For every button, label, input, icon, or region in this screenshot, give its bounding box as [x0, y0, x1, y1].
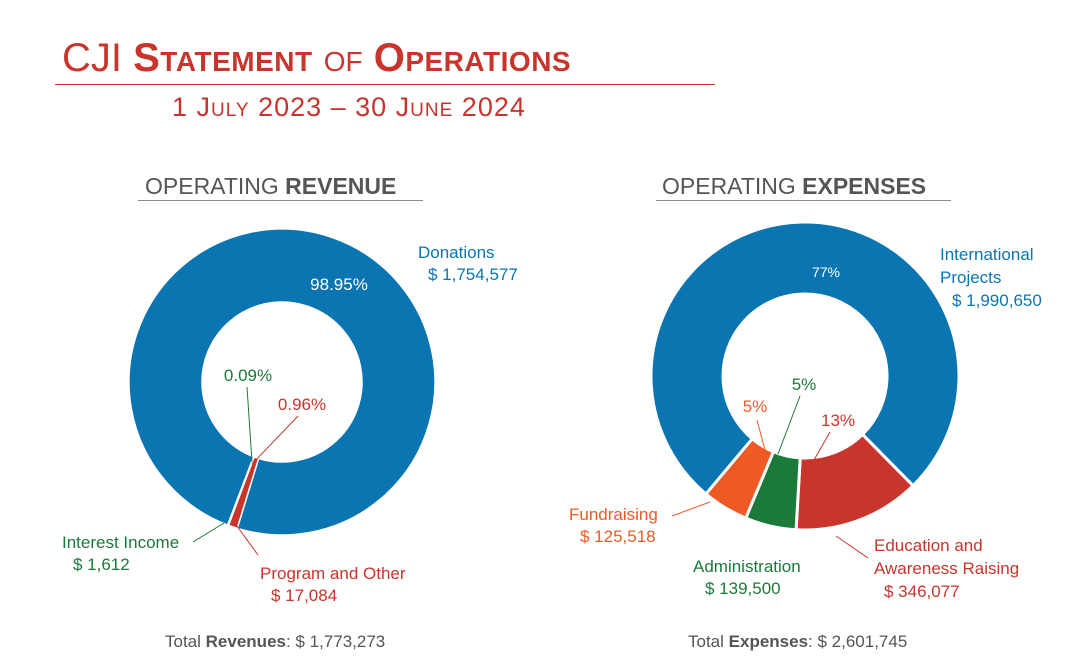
expenses-heading-divider: [656, 200, 951, 201]
leader-line-fundraising-1: [671, 501, 711, 517]
title-prefix: CJI: [62, 36, 122, 80]
percent-label-interest-income: 0.09%: [224, 366, 272, 385]
title-word-operations: Operations: [373, 36, 572, 80]
leader-line-education-and-awareness-raising-1: [835, 535, 869, 559]
leader-line-interest-income: [246, 386, 253, 463]
revenue-total: Total Revenues: $ 1,773,273: [165, 632, 385, 652]
category-label-interest-income: Interest Income: [62, 533, 179, 552]
category-label-fundraising: Fundraising: [569, 505, 658, 524]
percent-label-donations: 98.95%: [310, 275, 368, 294]
value-label-donations: $ 1,754,577: [428, 265, 518, 284]
slice-international-projects: [649, 220, 961, 497]
leader-line-program-and-other: [251, 415, 299, 465]
percent-label-fundraising: 5%: [743, 397, 768, 416]
revenue-total-prefix: Total: [165, 632, 201, 651]
leader-line-fundraising: [756, 419, 767, 455]
value-label-fundraising: $ 125,518: [580, 527, 656, 546]
expenses-total-prefix: Total: [688, 632, 724, 651]
leader-line-program-and-other-1: [233, 521, 259, 556]
leader-line-education-and-awareness-raising: [813, 431, 831, 461]
expenses-heading: OPERATING EXPENSES: [662, 172, 926, 200]
revenue-donut-chart: 98.95% Donations $ 1,754,577 0.96% Program a…: [62, 228, 518, 605]
percent-label-international-projects: 77%: [812, 264, 840, 280]
expenses-heading-light: OPERATING: [662, 173, 796, 199]
expenses-donut-chart: 77% International Projects $ 1,990,650 13% Ed…: [569, 220, 1042, 601]
leader-line-interest-income-1: [192, 522, 225, 543]
value-label-international-projects: $ 1,990,650: [952, 291, 1042, 310]
period-subtitle: 1 July 2023 – 30 June 2024: [172, 92, 526, 122]
percent-label-program-and-other: 0.96%: [278, 395, 326, 414]
revenue-heading: OPERATING REVENUE: [145, 172, 396, 200]
category-label-education-and-awareness-raising: Education and: [874, 536, 983, 555]
leader-line-administration: [777, 395, 801, 455]
slice-donations: [128, 228, 436, 536]
slice-interest-income: [226, 455, 255, 527]
slice-fundraising: [703, 436, 776, 521]
category-label-program-and-other: Program and Other: [260, 564, 406, 583]
category-label-donations: Donations: [418, 243, 495, 262]
expenses-total-value: : $ 2,601,745: [808, 632, 908, 651]
page-title: CJI Statement of Operations: [62, 34, 722, 82]
value-label-administration: $ 139,500: [705, 579, 781, 598]
value-label-education-and-awareness-raising: $ 346,077: [884, 582, 960, 601]
category-label-administration: Administration: [693, 557, 801, 576]
revenue-total-value: : $ 1,773,273: [285, 632, 386, 651]
revenue-total-label: Revenues: [205, 632, 286, 651]
percent-label-administration: 5%: [792, 375, 817, 394]
expenses-total: Total Expenses: $ 2,601,745: [688, 632, 907, 652]
category-label-international-projects: International: [940, 245, 1034, 264]
value-label-program-and-other: $ 17,084: [271, 586, 337, 605]
title-word-of: of: [323, 36, 363, 80]
expenses-total-label: Expenses: [728, 632, 809, 651]
revenue-heading-divider: [138, 200, 423, 201]
title-word-statement: Statement: [133, 36, 313, 80]
revenue-heading-bold: REVENUE: [285, 173, 397, 199]
category-label-international-projects-line2: Projects: [940, 268, 1001, 287]
percent-label-education-and-awareness-raising: 13%: [821, 411, 855, 430]
title-divider: [55, 84, 715, 85]
expenses-heading-bold: EXPENSES: [802, 173, 927, 199]
value-label-interest-income: $ 1,612: [73, 555, 130, 574]
revenue-heading-light: OPERATING: [145, 173, 279, 199]
category-label-education-and-awareness-raising-line2: Awareness Raising: [874, 559, 1019, 578]
